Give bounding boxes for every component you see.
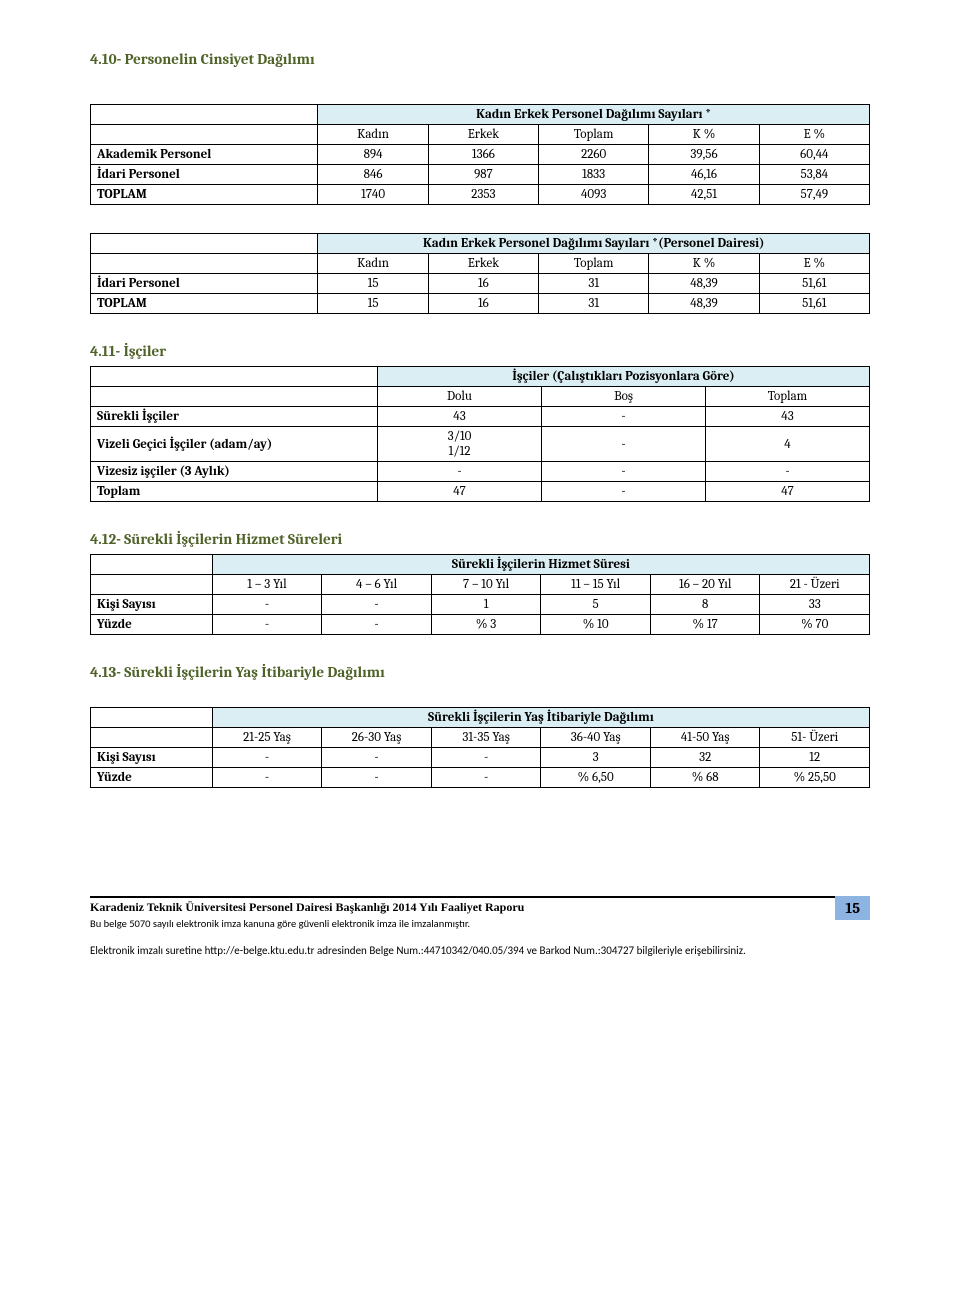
- col-header: 26-30 Yaş: [322, 728, 432, 748]
- col-header: 21-25 Yaş: [212, 728, 322, 748]
- section-title-411: 4.11- İşçiler: [90, 342, 870, 360]
- col-header: 16 – 20 Yıl: [650, 575, 760, 595]
- footer-note-1: Bu belge 5070 sayılı elektronik imza kan…: [90, 917, 870, 930]
- col-header: Dolu: [378, 387, 542, 407]
- col-header: E %: [759, 125, 869, 145]
- table-row: Yüzde ---% 6,50% 68% 25,50: [91, 768, 870, 788]
- document-page: 4.10- Personelin Cinsiyet Dağılımı Kadın…: [0, 0, 960, 836]
- col-header: Toplam: [706, 387, 870, 407]
- table-service-duration: Sürekli İşçilerin Hizmet Süresi 1 – 3 Yı…: [90, 554, 870, 635]
- table-row: Kişi Sayısı ---33212: [91, 748, 870, 768]
- page-number: 15: [835, 896, 870, 920]
- table-row: İdari Personel 15163148,3951,61: [91, 274, 870, 294]
- table-row: Vizeli Geçici İşçiler (adam/ay) 3/10 1/1…: [91, 427, 870, 462]
- col-header: Kadın: [318, 254, 428, 274]
- col-header: 31-35 Yaş: [431, 728, 541, 748]
- col-header: Toplam: [539, 125, 649, 145]
- table-row: İdari Personel 846987183346,1653,84: [91, 165, 870, 185]
- col-header: Boş: [542, 387, 706, 407]
- col-header: K %: [649, 125, 759, 145]
- table-row: TOPLAM 15163148,3951,61: [91, 294, 870, 314]
- section-title-410: 4.10- Personelin Cinsiyet Dağılımı: [90, 50, 870, 68]
- table-caption: Sürekli İşçilerin Yaş İtibariyle Dağılım…: [212, 708, 869, 728]
- col-header: Kadın: [318, 125, 428, 145]
- col-header: 51- Üzeri: [760, 728, 870, 748]
- section-title-412: 4.12- Sürekli İşçilerin Hizmet Süreleri: [90, 530, 870, 548]
- table-caption: İşçiler (Çalıştıkları Pozisyonlara Göre): [378, 367, 870, 387]
- table-row: TOPLAM 17402353409342,5157,49: [91, 185, 870, 205]
- col-header: 4 – 6 Yıl: [322, 575, 432, 595]
- table-row: Yüzde --% 3% 10% 17% 70: [91, 615, 870, 635]
- col-header: 11 – 15 Yıl: [541, 575, 651, 595]
- table-workers: İşçiler (Çalıştıkları Pozisyonlara Göre)…: [90, 366, 870, 502]
- footer-title: Karadeniz Teknik Üniversitesi Personel D…: [90, 900, 870, 915]
- section-title-413: 4.13- Sürekli İşçilerin Yaş İtibariyle D…: [90, 663, 870, 681]
- table-caption: Sürekli İşçilerin Hizmet Süresi: [212, 555, 869, 575]
- col-header: 1 – 3 Yıl: [212, 575, 322, 595]
- col-header: 36-40 Yaş: [541, 728, 651, 748]
- table-gender-dist-dept: Kadın Erkek Personel Dağılımı Sayıları *…: [90, 233, 870, 314]
- col-header: E %: [759, 254, 869, 274]
- table-gender-dist: Kadın Erkek Personel Dağılımı Sayıları *…: [90, 104, 870, 205]
- table-row: Sürekli İşçiler 43-43: [91, 407, 870, 427]
- col-header: 41-50 Yaş: [650, 728, 760, 748]
- table-age-dist: Sürekli İşçilerin Yaş İtibariyle Dağılım…: [90, 707, 870, 788]
- col-header: 21 - Üzeri: [760, 575, 870, 595]
- table-row: Akademik Personel 8941366226039,5660,44: [91, 145, 870, 165]
- col-header: Toplam: [539, 254, 649, 274]
- table-caption: Kadın Erkek Personel Dağılımı Sayıları *: [318, 105, 870, 125]
- table-row: Vizesiz işçiler (3 Aylık) ---: [91, 462, 870, 482]
- col-header: 7 – 10 Yıl: [431, 575, 541, 595]
- table-row: Toplam 47-47: [91, 482, 870, 502]
- col-header: K %: [649, 254, 759, 274]
- table-caption: Kadın Erkek Personel Dağılımı Sayıları *…: [318, 234, 870, 254]
- page-footer: 15 Karadeniz Teknik Üniversitesi Persone…: [90, 896, 870, 957]
- footer-note-2: Elektronik imzalı suretine http://e-belg…: [0, 944, 870, 957]
- table-row: Kişi Sayısı --15833: [91, 595, 870, 615]
- col-header: Erkek: [428, 125, 538, 145]
- col-header: Erkek: [428, 254, 538, 274]
